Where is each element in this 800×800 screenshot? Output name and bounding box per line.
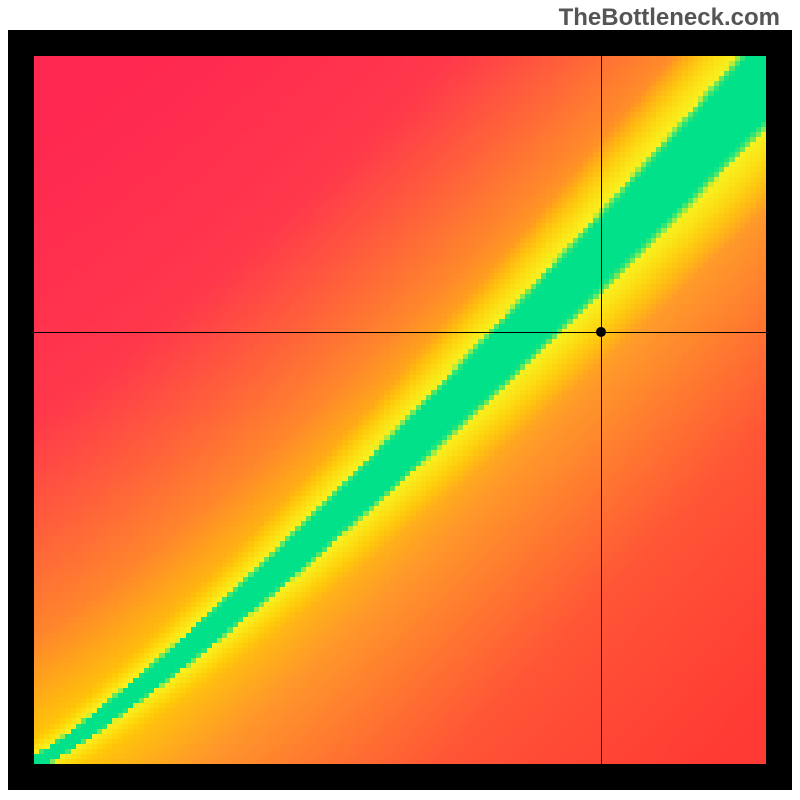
- bottleneck-heatmap: [34, 56, 766, 764]
- chart-outer-frame: [8, 30, 792, 790]
- watermark-text: TheBottleneck.com: [559, 4, 780, 32]
